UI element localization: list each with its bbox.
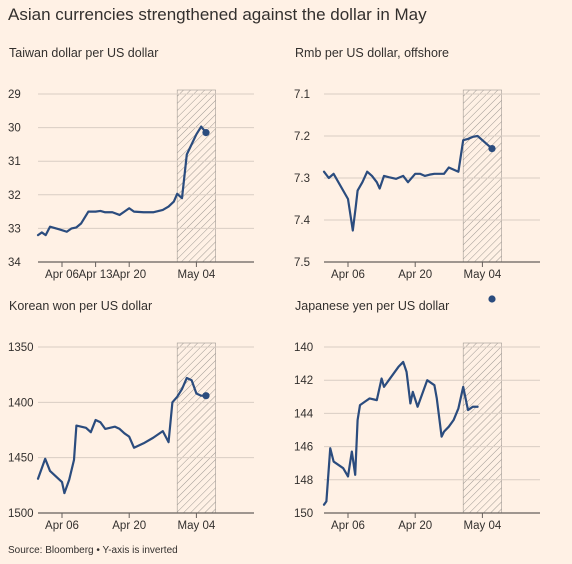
series-end-marker bbox=[488, 145, 496, 153]
y-tick-label: 140 bbox=[294, 342, 313, 354]
source-note: Source: Bloomberg • Y-axis is inverted bbox=[8, 545, 178, 556]
panel-title: Korean won per US dollar bbox=[9, 299, 153, 313]
y-tick-label: 1350 bbox=[8, 342, 34, 354]
y-tick-label: 29 bbox=[8, 89, 21, 101]
x-tick-label: Apr 13 bbox=[79, 269, 113, 281]
panel-title: Japanese yen per US dollar bbox=[295, 299, 450, 313]
x-tick-label: May 04 bbox=[178, 269, 216, 281]
line-chart-svg: 1350 1400 1450 1500 Apr 06 Apr 20 May 04 bbox=[8, 342, 254, 532]
panel-japanese-yen: Japanese yen per US dollar 140 142 144 146 1… bbox=[294, 295, 572, 551]
panel-rmb-offshore: Rmb per US dollar, offshore 7.1 7.2 7.3 7.4… bbox=[294, 46, 572, 298]
y-tick-label: 7.1 bbox=[294, 89, 310, 101]
series-end-marker bbox=[202, 392, 210, 400]
y-tick-label: 150 bbox=[294, 508, 313, 520]
y-tick-label: 32 bbox=[8, 190, 21, 202]
x-tick-label: Apr 06 bbox=[45, 520, 79, 532]
x-tick-label: Apr 20 bbox=[112, 269, 146, 281]
y-tick-label: 1400 bbox=[8, 397, 34, 409]
line-chart-svg: 140 142 144 146 148 150 Apr 06 Apr 20 May 04 bbox=[294, 295, 540, 532]
line-chart-svg: 29 30 31 32 33 34 Apr 06 Apr 13 Apr 20 May 04 bbox=[8, 89, 254, 281]
line-chart-svg: 7.1 7.2 7.3 7.4 7.5 Apr 06 Apr 20 May 04 bbox=[294, 89, 540, 281]
x-tick-label: Apr 20 bbox=[398, 269, 432, 281]
y-tick-label: 148 bbox=[294, 475, 313, 487]
x-tick-label: Apr 06 bbox=[45, 269, 79, 281]
panel-title: Rmb per US dollar, offshore bbox=[295, 46, 450, 60]
panel-title: Taiwan dollar per US dollar bbox=[9, 46, 159, 60]
series-line bbox=[36, 125, 208, 237]
y-tick-label: 142 bbox=[294, 375, 313, 387]
series-end-marker bbox=[202, 129, 210, 137]
y-tick-label: 7.2 bbox=[294, 131, 310, 143]
y-tick-label: 34 bbox=[8, 257, 21, 269]
y-tick-label: 7.4 bbox=[294, 215, 311, 227]
y-tick-label: 31 bbox=[8, 156, 21, 168]
x-tick-label: Apr 20 bbox=[112, 520, 146, 532]
y-tick-label: 7.3 bbox=[294, 173, 310, 185]
x-tick-label: Apr 06 bbox=[331, 520, 365, 532]
series-end-marker bbox=[488, 295, 496, 303]
x-tick-label: Apr 20 bbox=[398, 520, 432, 532]
may-shaded-region bbox=[462, 342, 502, 514]
panel-korean-won: Korean won per US dollar 1350 1400 1450 150… bbox=[8, 299, 294, 551]
series-line bbox=[322, 134, 494, 232]
x-tick-label: May 04 bbox=[178, 520, 216, 532]
y-tick-label: 1450 bbox=[8, 453, 34, 465]
may-shaded-region bbox=[462, 89, 502, 263]
series-line bbox=[322, 360, 479, 506]
may-shaded-region bbox=[176, 342, 216, 514]
chart-title: Asian currencies strengthened against th… bbox=[8, 5, 427, 24]
x-tick-label: May 04 bbox=[464, 269, 502, 281]
y-tick-label: 1500 bbox=[8, 508, 34, 520]
panel-taiwan-dollar: Taiwan dollar per US dollar 29 30 31 32 33 34… bbox=[8, 46, 294, 298]
y-tick-label: 33 bbox=[8, 223, 21, 235]
x-tick-label: Apr 06 bbox=[331, 269, 365, 281]
y-tick-label: 30 bbox=[8, 123, 21, 135]
y-tick-label: 146 bbox=[294, 442, 313, 454]
x-tick-label: May 04 bbox=[464, 520, 502, 532]
y-tick-label: 7.5 bbox=[294, 257, 310, 269]
may-shaded-region bbox=[176, 89, 216, 263]
series-line bbox=[36, 376, 208, 495]
y-tick-label: 144 bbox=[294, 408, 314, 420]
